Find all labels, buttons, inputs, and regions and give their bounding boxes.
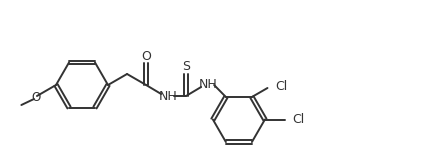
Text: Cl: Cl: [275, 81, 288, 93]
Text: NH: NH: [199, 78, 217, 92]
Text: NH: NH: [159, 90, 178, 102]
Text: S: S: [182, 60, 190, 74]
Text: O: O: [31, 91, 41, 104]
Text: Cl: Cl: [292, 113, 304, 126]
Text: O: O: [141, 50, 151, 63]
